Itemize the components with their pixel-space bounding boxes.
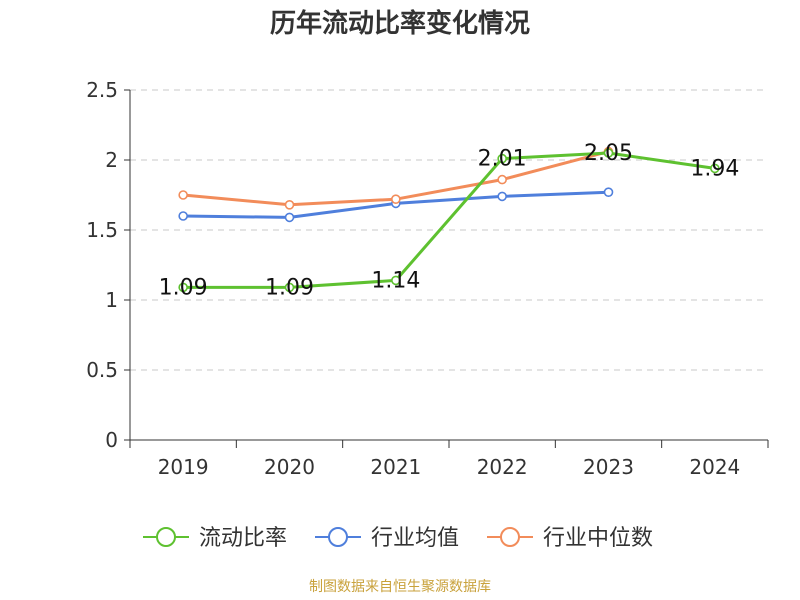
data-point [178,190,188,200]
legend-label: 行业中位数 [543,526,653,551]
data-point [178,282,188,293]
data-point [284,200,295,210]
source-note: 制图数据来自恒生聚源数据库 [309,579,491,595]
data-point [284,282,295,293]
x-tick-label: 2021 [370,455,421,479]
legend-marker-icon [500,527,520,547]
data-label: 1.94 [690,156,739,181]
data-point [178,211,188,221]
data-point [284,212,295,223]
data-label: 2.05 [584,141,633,166]
y-tick-label: 0.5 [86,358,118,382]
legend-label: 行业均值 [371,526,459,551]
x-tick-label: 2024 [689,455,740,479]
data-label: 2.01 [478,147,527,172]
data-label: 1.09 [265,275,314,300]
data-point [710,163,720,174]
data-label: 1.14 [371,268,420,293]
x-tick-label: 2022 [477,455,528,479]
data-label: 1.09 [159,275,208,300]
x-tick-label: 2023 [583,455,634,479]
y-tick-label: 2 [105,148,118,172]
y-tick-label: 1.5 [86,218,118,242]
y-tick-label: 2.5 [86,78,118,102]
data-point [391,275,401,286]
legend-marker-icon [156,527,176,547]
data-point [497,174,507,185]
data-point [603,148,614,158]
x-tick-label: 2019 [158,455,209,479]
legend-marker-icon [328,527,348,547]
series-line-0 [183,151,716,289]
data-point [497,191,507,202]
chart-title: 历年流动比率变化情况 [269,9,530,39]
y-tick-label: 0 [105,428,118,452]
x-tick-label: 2020 [264,455,315,479]
y-tick-label: 1 [105,288,118,312]
data-point [497,153,507,164]
data-point [603,187,614,197]
legend-label: 流动比率 [199,526,287,551]
data-point [391,194,401,204]
